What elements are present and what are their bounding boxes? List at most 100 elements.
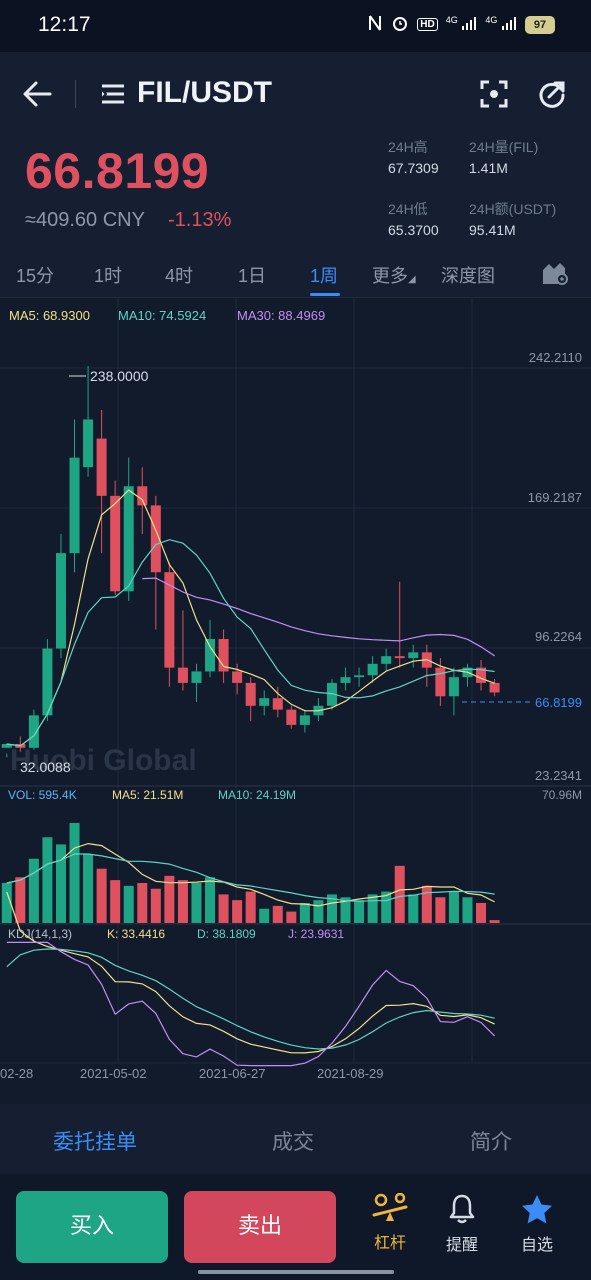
candle-body xyxy=(110,495,121,592)
volume-bar xyxy=(381,891,392,923)
tab-1w[interactable]: 1周 xyxy=(310,266,339,286)
d-label: D: 38.1809 xyxy=(197,927,256,941)
volume-bar xyxy=(313,900,324,923)
signal-icon-2: 4G xyxy=(485,15,517,34)
candle-body xyxy=(69,457,80,554)
candle-body xyxy=(218,639,229,672)
volume-bar xyxy=(272,905,283,923)
x-axis-label: 02-28 xyxy=(0,1066,33,1081)
price-axis-label: 23.2341 xyxy=(535,768,582,783)
candle-body xyxy=(435,667,446,697)
volume-bar xyxy=(83,854,94,923)
candle-body xyxy=(123,486,134,592)
stat-label: 24H高 xyxy=(388,139,428,155)
sell-button[interactable]: 卖出 xyxy=(184,1191,336,1263)
watermark: Huobi Global xyxy=(10,744,197,777)
candle-body xyxy=(476,667,487,683)
tab-15m[interactable]: 15分 xyxy=(16,266,55,286)
alarm-icon xyxy=(391,14,409,35)
volume-bar xyxy=(15,877,26,923)
volume-ma-lines xyxy=(6,842,495,907)
stat-value: 65.3700 xyxy=(388,222,439,238)
stat-24h-amount: 24H额(USDT) 95.41M xyxy=(469,199,556,238)
tab-more-label: 更多 xyxy=(372,266,408,286)
watchlist-button[interactable]: 自选 xyxy=(507,1193,567,1255)
watchlist-label: 自选 xyxy=(520,1235,553,1254)
ma-lines xyxy=(6,489,495,747)
fullscreen-icon[interactable] xyxy=(480,80,508,108)
candle-body xyxy=(164,572,175,668)
volume-bar xyxy=(448,891,459,923)
stat-label: 24H低 xyxy=(388,201,428,217)
tab-depth[interactable]: 深度图 xyxy=(441,266,495,286)
volume-bar xyxy=(150,888,161,923)
vol-ma5-label: MA5: 21.51M xyxy=(112,788,183,802)
candle-body xyxy=(299,715,310,725)
buy-button[interactable]: 买入 xyxy=(16,1191,168,1263)
tab-open-orders[interactable]: 委托挂单 xyxy=(53,1130,137,1154)
last-price: 66.8199 xyxy=(25,143,210,199)
price-axis-label: 169.2187 xyxy=(528,490,582,505)
candle-body xyxy=(205,639,216,672)
tab-intro[interactable]: 简介 xyxy=(470,1130,512,1154)
max-label: 238.0000 xyxy=(90,368,149,384)
signal-icon-1: 4G xyxy=(446,15,478,34)
volume-bar xyxy=(354,900,365,923)
tab-1h[interactable]: 1时 xyxy=(94,266,123,286)
tab-more[interactable]: 更多◢ xyxy=(372,262,416,288)
share-icon[interactable] xyxy=(537,79,567,109)
ma5-line xyxy=(6,489,495,747)
action-bar: 买入 卖出 杠杆 提醒 自选 xyxy=(0,1175,591,1280)
vol-ma10-line xyxy=(6,853,495,902)
volume-bar xyxy=(245,891,256,923)
volume-bar xyxy=(340,897,351,923)
candle-body xyxy=(381,656,392,664)
x-axis-label: 2021-08-29 xyxy=(317,1066,384,1081)
x-axis-label: 2021-05-02 xyxy=(80,1066,147,1081)
volume-bar xyxy=(218,894,229,923)
status-icons: HD 4G 4G 97 xyxy=(367,14,555,35)
detail-tabs: 委托挂单 成交 简介 xyxy=(0,1104,591,1174)
candle-body xyxy=(42,648,53,716)
ma10-label: MA10: 74.5924 xyxy=(118,308,206,323)
hd-icon: HD xyxy=(417,18,438,31)
stat-24h-volume: 24H量(FIL) 1.41M xyxy=(469,137,538,176)
back-arrow-icon[interactable] xyxy=(22,80,52,116)
ma30-line xyxy=(142,577,495,657)
price-axis-label: 242.2110 xyxy=(529,350,582,365)
tab-4h[interactable]: 4时 xyxy=(165,266,194,286)
chart-settings-icon[interactable] xyxy=(541,260,569,286)
j-label: J: 23.9631 xyxy=(288,927,344,941)
stat-label: 24H额(USDT) xyxy=(469,201,557,217)
alert-button[interactable]: 提醒 xyxy=(432,1193,492,1255)
kdj-j-line xyxy=(6,941,496,1067)
volume-bar xyxy=(259,908,270,923)
volume-bar xyxy=(476,903,487,923)
volume-bar xyxy=(110,880,121,923)
volume-bars xyxy=(1,823,500,923)
candle-body xyxy=(83,419,94,468)
pair-title[interactable]: FIL/USDT xyxy=(137,76,272,109)
candle-body xyxy=(245,682,256,706)
leverage-button[interactable]: 杠杆 xyxy=(360,1193,420,1253)
stat-value: 95.41M xyxy=(469,222,516,238)
volume-bar xyxy=(299,903,310,923)
volume-bar xyxy=(191,883,202,923)
candle-body xyxy=(489,682,500,693)
candle-body xyxy=(150,505,161,573)
kline-chart[interactable]: MA5: 68.9300 MA10: 74.5924 MA30: 88.4969… xyxy=(0,297,591,1087)
leverage-label: 杠杆 xyxy=(373,1233,406,1252)
kdj-lines xyxy=(6,891,496,1067)
ma5-label: MA5: 68.9300 xyxy=(9,308,90,323)
active-tab-indicator xyxy=(310,293,340,296)
nfc-icon xyxy=(367,14,383,35)
tab-1d[interactable]: 1日 xyxy=(238,266,267,286)
candle-body xyxy=(259,698,270,706)
kline-svg[interactable]: MA5: 68.9300 MA10: 74.5924 MA30: 88.4969… xyxy=(0,298,591,1088)
status-time: 12:17 xyxy=(38,13,91,36)
pair-menu-icon[interactable] xyxy=(100,83,126,105)
tab-trades[interactable]: 成交 xyxy=(272,1130,314,1154)
chart-grid xyxy=(0,298,591,1064)
candle-body xyxy=(96,438,107,496)
volume-bar xyxy=(42,837,53,923)
